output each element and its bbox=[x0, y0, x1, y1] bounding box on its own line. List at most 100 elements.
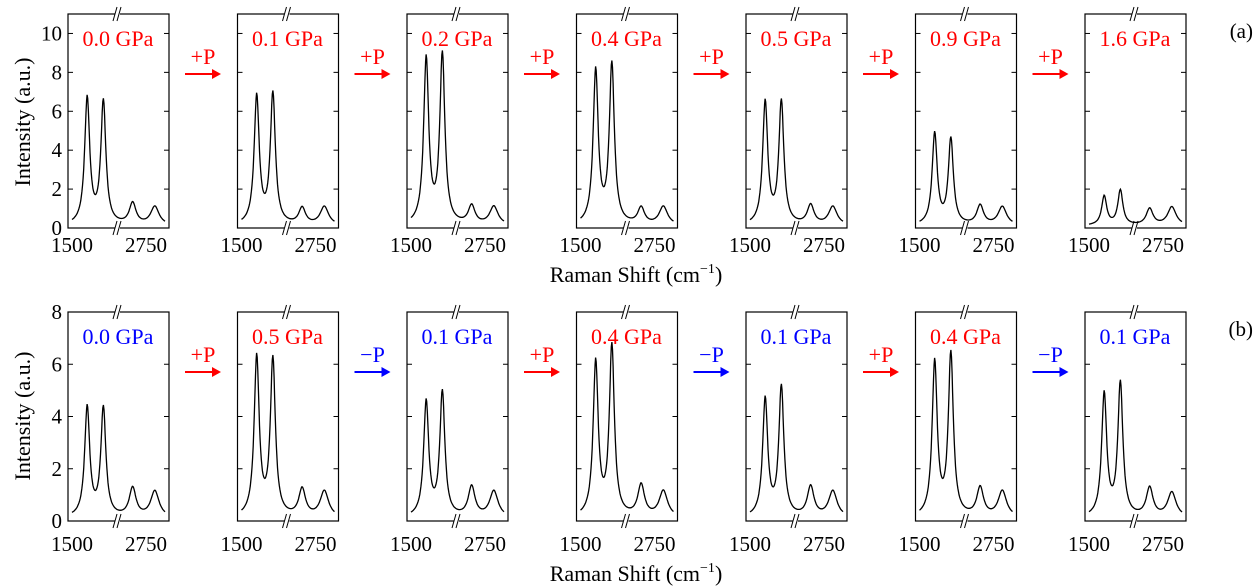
step-label: +P bbox=[699, 44, 724, 69]
axis-break-mark bbox=[286, 220, 291, 236]
axis-break-gap bbox=[454, 514, 459, 528]
y-tick-label: 2 bbox=[52, 177, 63, 201]
axis-break-mark bbox=[1129, 304, 1135, 320]
y-axis-title-b: Intensity (a.u.) bbox=[10, 352, 35, 481]
subplot-b-2: 1500 2750 0.5 GPa bbox=[221, 304, 340, 556]
x-axis-title-a-sup: −1 bbox=[700, 262, 715, 277]
axis-break-gap bbox=[623, 221, 629, 235]
y-tick-label: 0 bbox=[52, 509, 63, 533]
axis-break-mark bbox=[116, 304, 122, 320]
subplot-b-6: 1500 2750 0.4 GPa bbox=[899, 304, 1018, 556]
axis-break-mark bbox=[286, 6, 291, 22]
spectrum-line bbox=[749, 383, 844, 513]
axis-break-mark bbox=[282, 304, 287, 320]
subplot-a-3: 1500 2750 0.2 GPa bbox=[390, 6, 509, 257]
axis-break-mark bbox=[625, 304, 630, 320]
y-tick-label: 6 bbox=[52, 352, 63, 376]
axis-break-gap bbox=[1132, 514, 1137, 528]
y-tick-label: 0 bbox=[52, 216, 63, 240]
x-tick-label: 2750 bbox=[634, 532, 676, 556]
x-tick-label: 2750 bbox=[295, 233, 337, 257]
arrow-head-icon bbox=[890, 367, 899, 377]
x-tick-label: 1500 bbox=[51, 233, 93, 257]
axis-break-gap bbox=[454, 221, 459, 235]
spectrum-line bbox=[241, 352, 335, 513]
axis-break-mark bbox=[451, 304, 457, 320]
subplot-b-5: 1500 2750 0.1 GPa bbox=[729, 304, 848, 556]
axis-break-mark bbox=[286, 513, 291, 529]
axis-break-gap bbox=[115, 305, 120, 319]
spectrum-line bbox=[71, 94, 166, 222]
spectrum-line bbox=[71, 403, 166, 513]
x-tick-label: 1500 bbox=[899, 233, 941, 257]
x-tick-label: 2750 bbox=[1142, 532, 1184, 556]
pressure-label: 0.1 GPa bbox=[761, 324, 832, 349]
axis-break-mark bbox=[794, 304, 800, 320]
axis-break-gap bbox=[284, 221, 290, 235]
arrow-head-icon bbox=[720, 367, 730, 377]
axis-break-mark bbox=[282, 6, 287, 22]
panel-label-a: (a) bbox=[1230, 19, 1253, 43]
x-tick-label: 2750 bbox=[464, 532, 506, 556]
step-a-4: +P bbox=[693, 44, 730, 79]
axis-break-mark bbox=[451, 6, 457, 22]
arrow-head-icon bbox=[551, 367, 560, 377]
step-label: −P bbox=[1038, 342, 1063, 367]
x-axis-title-a: Raman Shift (cm−1) bbox=[550, 262, 723, 287]
axis-break-gap bbox=[454, 7, 459, 21]
subplot-b-4: 1500 2750 0.4 GPa bbox=[560, 304, 679, 556]
x-tick-label: 1500 bbox=[560, 233, 602, 257]
axis-break-gap bbox=[284, 7, 290, 21]
step-label: +P bbox=[191, 342, 216, 367]
axis-break-mark bbox=[451, 220, 457, 236]
axis-break-mark bbox=[1129, 220, 1135, 236]
x-tick-label: 1500 bbox=[390, 532, 432, 556]
step-a-3: +P bbox=[524, 44, 560, 79]
x-tick-label: 2750 bbox=[295, 532, 337, 556]
step-label: +P bbox=[530, 342, 555, 367]
step-b-6: −P bbox=[1032, 342, 1069, 377]
axis-break-mark bbox=[455, 513, 461, 529]
step-b-1: +P bbox=[185, 342, 221, 377]
axis-break-mark bbox=[455, 6, 461, 22]
x-tick-label: 1500 bbox=[390, 233, 432, 257]
step-label: −P bbox=[360, 342, 385, 367]
x-tick-label: 2750 bbox=[803, 532, 845, 556]
axis-break-gap bbox=[284, 514, 290, 528]
axis-break-mark bbox=[451, 513, 457, 529]
arrow-head-icon bbox=[212, 367, 221, 377]
axis-break-gap bbox=[115, 7, 120, 21]
axis-break-mark bbox=[621, 304, 626, 320]
spectrum-line bbox=[919, 349, 1013, 513]
axis-break-gap bbox=[1132, 7, 1137, 21]
spectrum-line bbox=[749, 98, 844, 222]
axis-break-mark bbox=[790, 304, 796, 320]
axis-break-gap bbox=[115, 514, 120, 528]
axis-break-mark bbox=[960, 6, 965, 22]
x-tick-label: 1500 bbox=[899, 532, 941, 556]
subplot-b-3: 1500 2750 0.1 GPa bbox=[390, 304, 509, 556]
axis-break-gap bbox=[115, 221, 120, 235]
x-axis-title-a-end: ) bbox=[715, 262, 722, 287]
pressure-label: 0.1 GPa bbox=[422, 324, 493, 349]
axis-break-gap bbox=[793, 514, 798, 528]
pressure-label: 0.1 GPa bbox=[1100, 324, 1171, 349]
axis-break-mark bbox=[964, 220, 969, 236]
step-b-4: −P bbox=[693, 342, 730, 377]
axis-break-mark bbox=[1129, 513, 1135, 529]
axis-break-mark bbox=[282, 220, 287, 236]
x-tick-label: 1500 bbox=[1068, 233, 1110, 257]
axis-break-gap bbox=[793, 7, 798, 21]
step-a-5: +P bbox=[863, 44, 899, 79]
pressure-label: 0.4 GPa bbox=[930, 324, 1001, 349]
spectrum-line bbox=[919, 130, 1013, 222]
axis-break-mark bbox=[964, 304, 969, 320]
pressure-label: 0.0 GPa bbox=[83, 324, 154, 349]
arrow-head-icon bbox=[381, 69, 391, 79]
arrow-head-icon bbox=[1059, 367, 1069, 377]
axis-break-gap bbox=[962, 305, 968, 319]
step-label: +P bbox=[191, 44, 216, 69]
step-label: +P bbox=[530, 44, 555, 69]
